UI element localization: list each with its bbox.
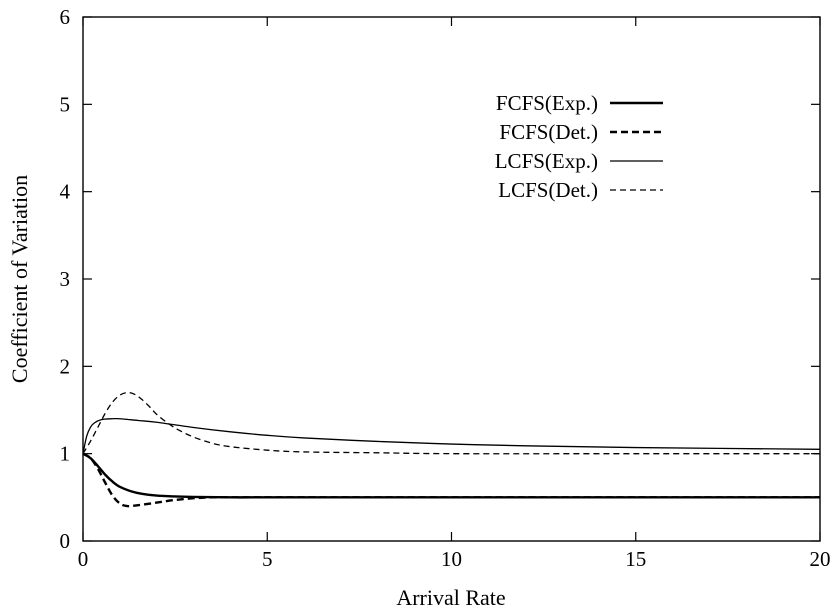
y-tick-label: 1 [60, 442, 71, 466]
y-axis: 0 1 2 3 4 5 6 [60, 5, 820, 553]
series-layer [82, 391, 821, 508]
series-line-2 [82, 452, 820, 508]
x-tick-label: 10 [441, 547, 462, 571]
legend: FCFS(Exp.) FCFS(Det.) LCFS(Exp.) LCFS(Det.) [495, 91, 663, 202]
x-axis: 0 5 10 15 20 [78, 17, 831, 571]
y-tick-label: 6 [60, 5, 71, 29]
x-tick-label: 20 [810, 547, 831, 571]
y-tick-label: 3 [60, 267, 71, 291]
y-tick-label: 5 [60, 92, 71, 116]
x-tick-label: 15 [625, 547, 646, 571]
y-tick-label: 0 [60, 529, 71, 553]
y-tick-label: 2 [60, 354, 71, 378]
legend-label-2: FCFS(Det.) [499, 120, 598, 144]
legend-label-3: LCFS(Exp.) [495, 149, 598, 173]
plot-frame [82, 16, 821, 542]
x-tick-label: 0 [78, 547, 89, 571]
series-line-3 [82, 417, 821, 454]
x-axis-title: Arrival Rate [396, 585, 505, 610]
y-tick-label: 4 [60, 180, 71, 204]
series-line-4 [82, 391, 820, 455]
y-axis-title: Coefficient of Variation [7, 175, 32, 383]
legend-label-1: FCFS(Exp.) [496, 91, 598, 115]
x-tick-label: 5 [262, 547, 273, 571]
series-line-1 [82, 452, 820, 499]
legend-label-4: LCFS(Det.) [498, 178, 598, 202]
